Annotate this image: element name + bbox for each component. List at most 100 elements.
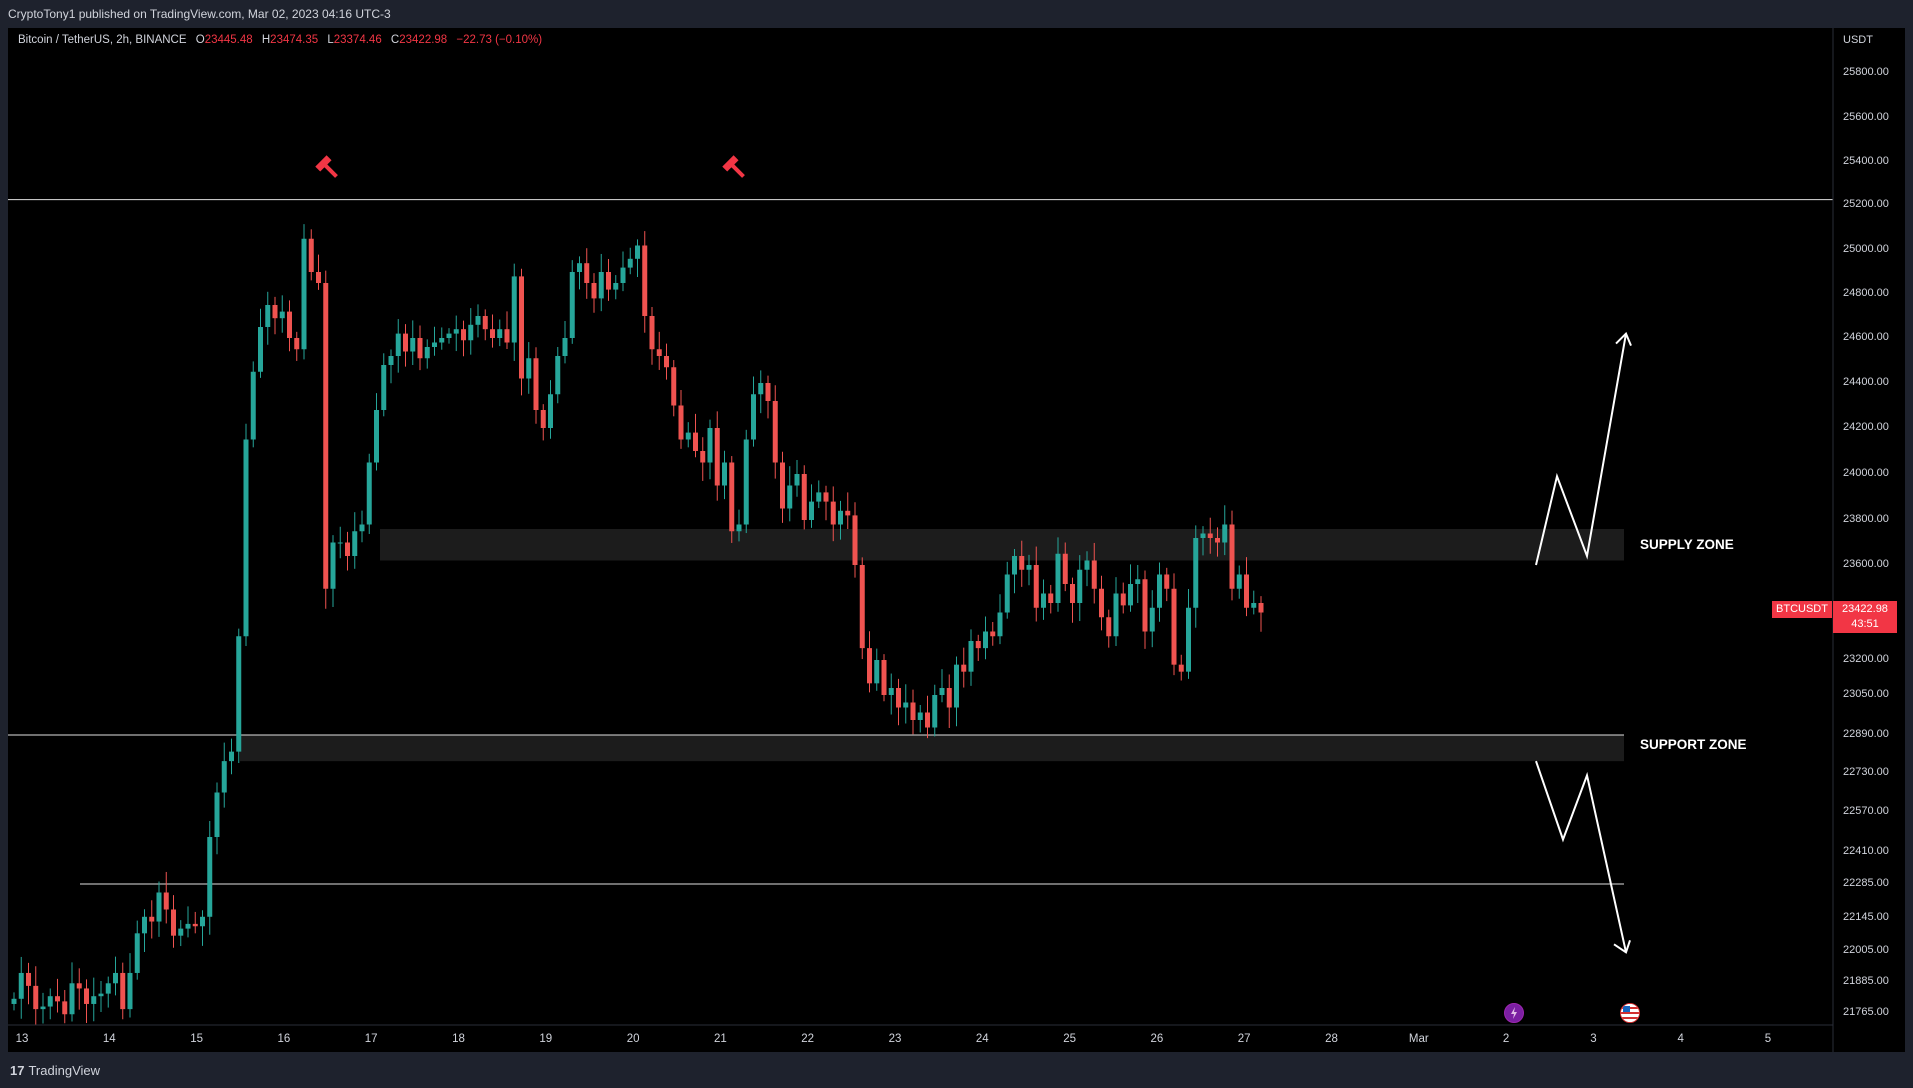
candle-body <box>1099 588 1104 618</box>
candle-body <box>453 329 459 334</box>
tradingview-logo[interactable]: 17 TradingView <box>10 1063 101 1078</box>
bullish-projection <box>1535 333 1627 566</box>
candle-body <box>366 462 372 525</box>
price-tick: 21765.00 <box>1843 1006 1889 1018</box>
candle-body <box>446 333 452 338</box>
last-price: 23422.98 <box>1842 603 1888 615</box>
candle-body <box>113 972 118 984</box>
price-tick: 23600.00 <box>1843 558 1889 570</box>
candle-body <box>200 916 205 927</box>
candle-body <box>1033 565 1039 608</box>
candle-body <box>185 923 191 929</box>
time-tick: 25 <box>1063 1033 1076 1045</box>
candle-body <box>990 631 996 637</box>
symbol-badge: BTCUSDT <box>1772 601 1832 618</box>
time-tick: 21 <box>713 1033 727 1045</box>
time-tick: 24 <box>975 1033 989 1045</box>
candle-body <box>1077 569 1083 603</box>
candle-body <box>1186 607 1191 672</box>
price-tick: 22570.00 <box>1843 805 1889 817</box>
lightning-event-icon[interactable] <box>1504 1003 1524 1023</box>
close-value: 23422.98 <box>399 34 448 46</box>
candle-body <box>954 664 959 708</box>
candle-body <box>700 451 706 463</box>
supply-zone <box>380 529 1624 561</box>
candle-body <box>910 702 916 720</box>
candle-body <box>497 329 503 338</box>
candle-body <box>816 492 822 502</box>
candle-body <box>417 338 423 359</box>
candle-body <box>1048 593 1054 603</box>
candle-body <box>794 474 800 486</box>
candle-body <box>1012 556 1017 575</box>
candle-body <box>294 338 300 350</box>
candle-body <box>26 972 31 986</box>
candle-body <box>1091 560 1097 589</box>
price-tick: 25400.00 <box>1843 155 1889 167</box>
candle-body <box>142 916 147 934</box>
candle-body <box>127 972 133 1010</box>
candle-body <box>1236 574 1242 589</box>
candle-body <box>917 712 923 720</box>
candle-body <box>830 501 836 525</box>
time-tick: 19 <box>539 1033 553 1045</box>
candle-body <box>120 972 126 1010</box>
time-tick: 3 <box>1590 1033 1597 1045</box>
candle-body <box>932 695 938 728</box>
publish-info: CryptoTony1 published on TradingView.com… <box>8 7 391 21</box>
price-tick: 23050.00 <box>1843 688 1889 700</box>
candle-body <box>1193 538 1199 608</box>
candle-body <box>867 648 872 684</box>
candle-body <box>888 688 894 695</box>
time-tick: 15 <box>190 1033 203 1045</box>
candle-body <box>903 702 909 708</box>
candle-body <box>1019 556 1025 570</box>
candle-body <box>649 316 655 350</box>
candle-body <box>243 439 249 637</box>
candle-body <box>1128 584 1133 606</box>
hammer-head <box>315 155 332 172</box>
time-tick: 26 <box>1150 1033 1164 1045</box>
candle-body <box>809 501 814 520</box>
candle-body <box>714 428 720 486</box>
candle-body <box>569 272 575 338</box>
candle-body <box>671 367 677 406</box>
candle-body <box>874 660 880 684</box>
us-flag-event-icon[interactable] <box>1620 1003 1640 1023</box>
candle-body <box>18 972 24 999</box>
price-tick: 24600.00 <box>1843 331 1889 343</box>
candle-body <box>983 631 988 649</box>
price-axis-currency[interactable]: USDT <box>1843 34 1873 46</box>
candle-body <box>395 333 401 356</box>
change-value: −22.73 (−0.10%) <box>456 34 543 46</box>
candle-body <box>432 342 437 347</box>
price-tick: 22145.00 <box>1843 911 1889 923</box>
candle-body <box>1258 603 1264 613</box>
candle-body <box>664 356 669 368</box>
candle-body <box>896 688 901 708</box>
candle-body <box>388 356 394 365</box>
price-tick: 22730.00 <box>1843 766 1889 778</box>
candle-body <box>678 405 684 440</box>
candle-body <box>1113 593 1119 637</box>
candle-body <box>1244 574 1249 608</box>
candle-body <box>598 272 604 299</box>
candle-body <box>1178 664 1184 672</box>
supply-zone-label: SUPPLY ZONE <box>1640 537 1734 552</box>
last-price-badge: 23422.98 43:51 <box>1833 601 1897 633</box>
candle-body <box>214 792 220 837</box>
candle-body <box>1041 593 1046 608</box>
price-tick: 24800.00 <box>1843 287 1889 299</box>
candle-body <box>1149 607 1155 632</box>
candle-body <box>975 641 981 649</box>
candle-body <box>997 612 1003 637</box>
candle-body <box>439 338 445 343</box>
candle-body <box>1070 584 1075 603</box>
candle-body <box>1055 553 1061 603</box>
publish-header: CryptoTony1 published on TradingView.com… <box>0 0 1913 28</box>
candle-body <box>533 358 539 410</box>
candle-body <box>229 751 234 762</box>
candle-body <box>178 928 184 936</box>
footer-bar <box>0 1052 1913 1088</box>
